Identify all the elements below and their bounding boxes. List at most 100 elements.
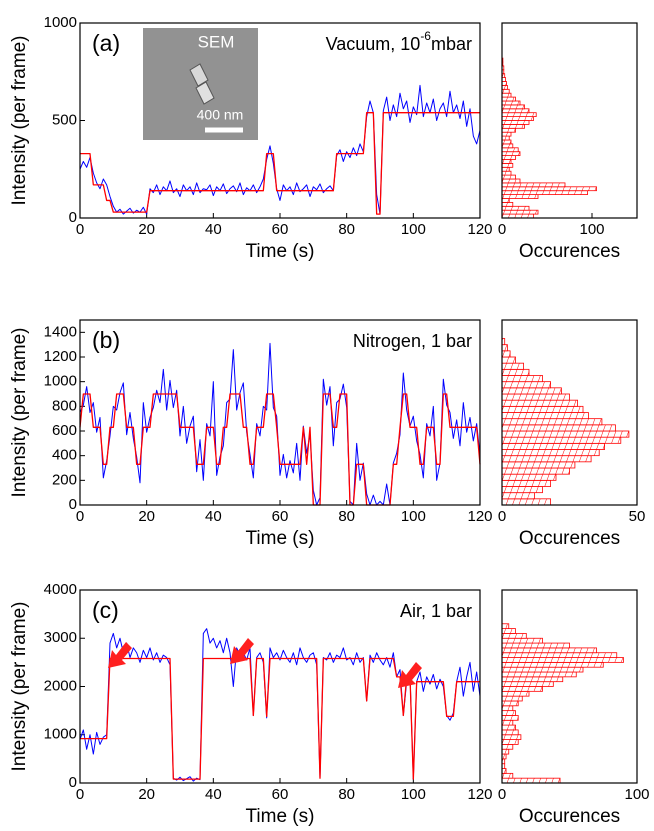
histogram-bar	[501, 104, 525, 110]
histogram-bar	[501, 666, 584, 673]
x-tick-label: 120	[467, 786, 492, 803]
histogram-bar	[501, 719, 514, 726]
histogram-bar	[501, 170, 512, 176]
histogram-bar	[501, 705, 514, 712]
histogram-bar	[501, 690, 530, 697]
particle	[189, 63, 209, 87]
y-tick-label: 2000	[44, 677, 77, 694]
scale-bar-label: 400 nm	[197, 107, 244, 123]
histogram-bar	[501, 100, 521, 106]
arrow	[230, 638, 254, 664]
histogram-bar	[501, 182, 566, 188]
x-tick-label: 50	[629, 508, 646, 525]
histogram-bar	[501, 739, 519, 745]
x-tick-label: 40	[205, 508, 222, 525]
histogram-bar	[501, 198, 510, 203]
histogram-bar	[501, 724, 516, 731]
trace-line	[79, 628, 481, 782]
histogram-bar	[501, 498, 551, 506]
histogram-bar	[501, 166, 510, 172]
histogram-bar	[501, 412, 589, 420]
histogram-bar	[501, 344, 508, 352]
trace-line	[80, 112, 480, 215]
x-tick-label: 80	[338, 508, 355, 525]
y-tick-label: 0	[69, 774, 77, 791]
panel-label: (b)	[92, 327, 120, 353]
histogram-bar	[501, 205, 530, 211]
x-tick-label: 0	[498, 221, 506, 238]
histogram-bar	[501, 436, 622, 444]
histogram-bar	[501, 178, 521, 184]
y-tick-label: 4000	[44, 581, 77, 598]
annotation: Vacuum, 10-6mbar	[326, 29, 472, 54]
histogram-bar	[501, 362, 525, 370]
x-tick-label: 100	[579, 221, 604, 238]
x-tick-label: 80	[338, 786, 355, 803]
plot-frame	[501, 22, 638, 219]
histogram-bar	[501, 430, 630, 438]
x-tick-label: 20	[138, 786, 155, 803]
annotation-text: Vacuum, 10	[326, 34, 421, 54]
x-tick-label: 0	[498, 786, 506, 803]
histogram-bar	[501, 628, 516, 634]
histogram-bar	[501, 92, 512, 98]
sem-inset: SEM 400 nm	[143, 28, 258, 140]
histogram-bar	[501, 686, 543, 692]
plot-frame	[501, 319, 638, 506]
histogram-bar	[501, 405, 584, 413]
histogram-bar	[501, 88, 510, 94]
histogram-bar	[501, 652, 618, 658]
x-axis-title: Time (s)	[246, 528, 315, 549]
histogram-bar	[501, 715, 519, 721]
trace-line	[79, 84, 481, 215]
histogram-bar	[501, 671, 577, 678]
histogram-bar	[501, 637, 543, 644]
plot-frame	[79, 22, 481, 219]
histogram-bar	[501, 81, 507, 86]
plot-frame	[501, 589, 638, 784]
histogram-bar	[501, 455, 592, 463]
arrows	[108, 638, 422, 688]
histogram-bar	[501, 657, 624, 663]
x-tick-label: 80	[338, 221, 355, 238]
histogram-bar	[501, 418, 603, 426]
y-tick-label: 1000	[44, 373, 77, 390]
x-tick-label: 60	[272, 786, 289, 803]
plot-frame	[79, 589, 481, 784]
histogram-bar	[501, 753, 507, 760]
panel-label: (a)	[92, 30, 120, 56]
histogram-bar	[501, 768, 507, 774]
x-axis-title: Occurences	[519, 528, 620, 549]
histogram-bar	[501, 424, 616, 432]
histogram-bar	[501, 772, 514, 779]
histogram-bar	[501, 162, 514, 168]
y-tick-label: 0	[69, 496, 77, 513]
annotation: Air, 1 bar	[400, 601, 472, 621]
histogram-bar	[501, 449, 600, 457]
y-axis-title: Intensity (per frame)	[9, 602, 30, 772]
trace-line	[80, 657, 480, 780]
histogram-bar	[501, 642, 570, 649]
histogram-bar	[501, 131, 512, 137]
histogram-bar	[501, 700, 519, 707]
histogram-bar	[501, 159, 512, 164]
y-tick-label: 1000	[44, 726, 77, 743]
histogram-bar	[501, 139, 512, 145]
histogram-bar	[501, 744, 514, 750]
histogram-bar	[501, 623, 510, 630]
histogram-bar	[501, 681, 554, 687]
y-tick-label: 1000	[44, 14, 77, 31]
histogram-bar	[501, 201, 514, 207]
x-axis-title: Time (s)	[246, 241, 315, 262]
annotation-superscript: -6	[420, 29, 431, 43]
histogram-bar	[501, 479, 551, 487]
histogram-bar	[501, 473, 557, 481]
arrow	[398, 662, 422, 688]
histogram-bar	[501, 174, 516, 180]
histogram-bar	[501, 190, 588, 195]
x-tick-label: 100	[624, 786, 649, 803]
histogram-bar	[501, 777, 561, 784]
x-tick-label: 120	[467, 508, 492, 525]
x-tick-label: 60	[272, 221, 289, 238]
histogram-bar	[501, 461, 576, 469]
